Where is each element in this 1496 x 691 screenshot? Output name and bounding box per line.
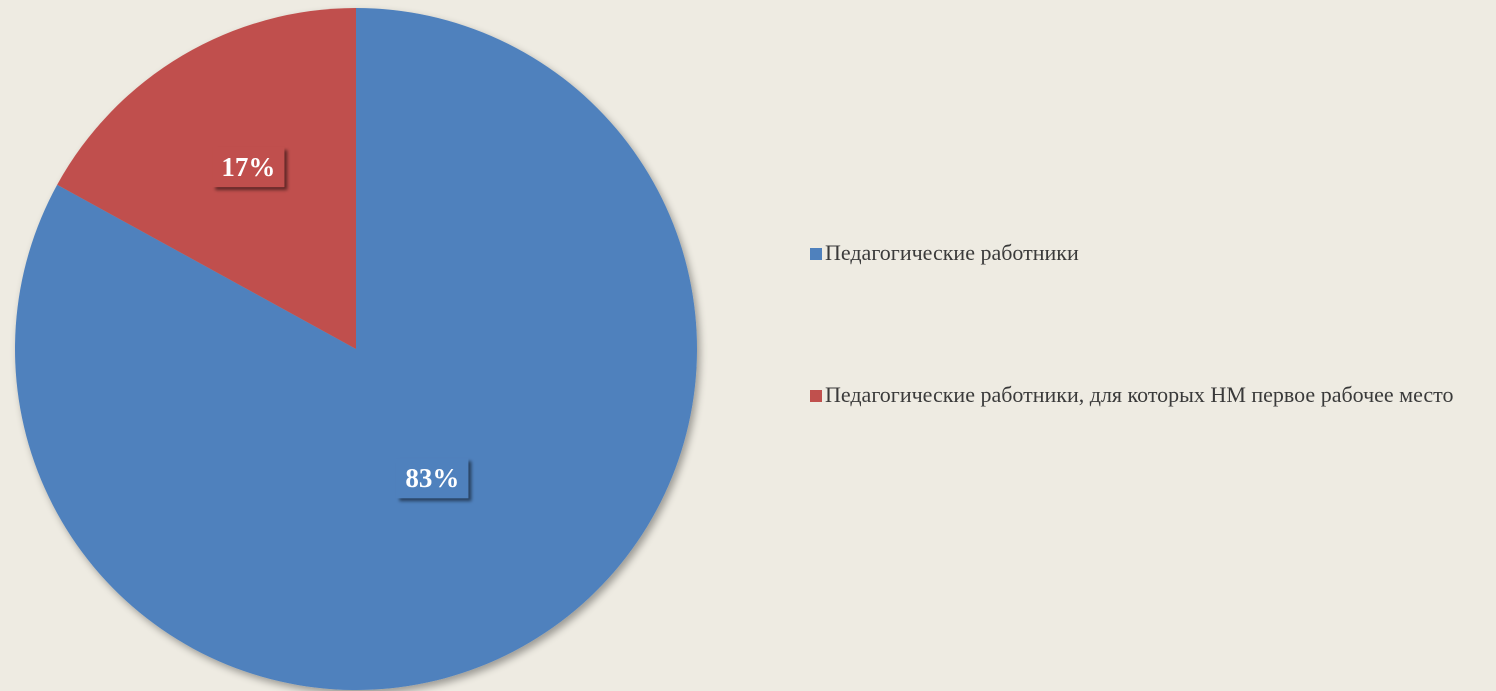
legend-item-teachers: Педагогические работники: [810, 240, 1490, 266]
data-label-first-workplace: 17%: [212, 147, 285, 188]
legend-swatch-first-workplace: [810, 390, 822, 402]
data-label-first-workplace-box: [212, 147, 285, 188]
legend-label-first-workplace: Педагогические работники, для которых НМ…: [825, 382, 1454, 407]
pie-slice-teachers: [14, 8, 697, 690]
data-label-teachers-box: [396, 458, 469, 499]
data-label-teachers-text: 83%: [405, 463, 459, 493]
data-label-first-workplace-text: 17%: [221, 152, 275, 182]
pie-slice-first-workplace: [57, 7, 357, 349]
legend-swatch-teachers: [810, 248, 822, 260]
pie-slices: [14, 7, 697, 690]
legend-item-first-workplace: Педагогические работники, для которых НМ…: [810, 382, 1490, 408]
data-label-teachers: 83%: [396, 458, 469, 499]
legend: Педагогические работники Педагогические …: [810, 240, 1490, 408]
pie-data-labels: 83% 17%: [212, 147, 469, 499]
legend-label-teachers: Педагогические работники: [825, 240, 1079, 265]
